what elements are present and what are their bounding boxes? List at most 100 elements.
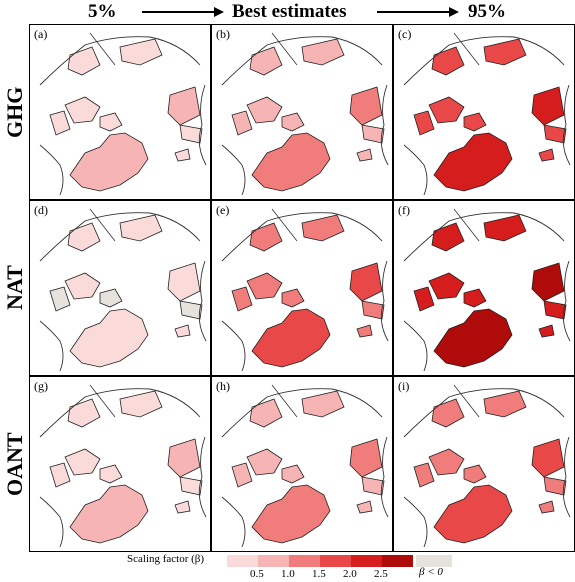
iceland-region	[356, 500, 373, 514]
coastline-1	[380, 84, 389, 166]
date-line	[453, 32, 480, 66]
coastline-2	[403, 496, 428, 548]
arctic-map	[403, 32, 571, 196]
greenland-region	[69, 308, 149, 368]
arctic-map	[39, 384, 207, 548]
coastline-2	[221, 496, 246, 548]
panel-label-i: (i)	[398, 379, 410, 393]
panel-label-b: (b)	[216, 27, 230, 41]
header-best-estimates: Best estimates	[232, 1, 347, 22]
coastline-1	[380, 436, 389, 518]
coastline-2	[221, 144, 246, 196]
siberia-region	[301, 390, 345, 418]
archipelago-region	[246, 272, 283, 300]
archipelago-region	[428, 448, 465, 476]
siberia-region	[119, 38, 163, 66]
map-panel-a: (a)	[29, 24, 211, 200]
coastline-2	[39, 144, 64, 196]
greenland-region	[251, 132, 331, 192]
coastline-0	[221, 36, 383, 86]
panel-label-h: (h)	[216, 379, 230, 393]
panel-label-c: (c)	[398, 27, 412, 41]
archipelago-region	[64, 96, 101, 124]
date-line	[453, 384, 480, 418]
archipelago-island	[281, 288, 305, 308]
coastline-1	[198, 436, 207, 518]
archipelago-island	[99, 112, 123, 132]
legend-title: Scaling factor (β)	[127, 553, 205, 565]
iceland-region	[174, 500, 191, 514]
siberia-region	[301, 38, 345, 66]
map-panel-h: (h)	[211, 376, 393, 552]
arctic-map	[221, 32, 389, 196]
archipelago-region	[64, 448, 101, 476]
coastline-0	[39, 36, 201, 86]
legend-tick-label: 2.5	[374, 568, 388, 580]
archipelago-island-west	[49, 286, 71, 312]
archipelago-island-west	[231, 286, 253, 312]
panel-label-d: (d)	[34, 203, 48, 217]
archipelago-island-west	[413, 110, 435, 136]
europe-region	[179, 300, 203, 320]
alaska-region	[431, 398, 465, 428]
legend-tick-label: 1.5	[312, 568, 326, 580]
greenland-region	[251, 484, 331, 544]
archipelago-island	[463, 288, 487, 308]
archipelago-island	[281, 464, 305, 484]
scandinavia-region	[349, 438, 383, 478]
greenland-region	[69, 484, 149, 544]
europe-region	[361, 476, 385, 496]
archipelago-island	[281, 112, 305, 132]
archipelago-region	[246, 448, 283, 476]
europe-region	[361, 124, 385, 144]
header-5-percent: 5%	[88, 1, 117, 22]
greenland-region	[69, 132, 149, 192]
coastline-0	[403, 212, 565, 262]
row-label-nat: NAT	[2, 265, 27, 311]
coastline-0	[221, 212, 383, 262]
map-panel-b: (b)	[211, 24, 393, 200]
archipelago-island	[463, 112, 487, 132]
archipelago-island-west	[231, 110, 253, 136]
europe-region	[543, 124, 567, 144]
europe-region	[179, 124, 203, 144]
coastline-2	[403, 144, 428, 196]
iceland-region	[356, 324, 373, 338]
archipelago-island-west	[413, 286, 435, 312]
alaska-region	[249, 222, 283, 252]
coastline-2	[39, 320, 64, 372]
europe-region	[543, 300, 567, 320]
europe-region	[179, 476, 203, 496]
coastline-2	[221, 320, 246, 372]
legend-swatch-3	[320, 555, 351, 567]
iceland-region	[174, 148, 191, 162]
panel-label-a: (a)	[34, 27, 48, 41]
iceland-region	[538, 148, 555, 162]
coastline-1	[198, 260, 207, 342]
greenland-region	[433, 132, 513, 192]
alaska-region	[67, 222, 101, 252]
iceland-region	[538, 500, 555, 514]
alaska-region	[67, 46, 101, 76]
panel-label-e: (e)	[216, 203, 230, 217]
archipelago-region	[246, 96, 283, 124]
siberia-region	[483, 214, 527, 242]
archipelago-island	[99, 464, 123, 484]
archipelago-region	[64, 272, 101, 300]
date-line	[89, 32, 116, 66]
scandinavia-region	[349, 262, 383, 302]
greenland-region	[433, 484, 513, 544]
legend-swatch-1	[258, 555, 289, 567]
scandinavia-region	[531, 86, 565, 126]
coastline-2	[403, 320, 428, 372]
legend-tick-label: 2.0	[343, 568, 357, 580]
panel-label-g: (g)	[34, 379, 48, 393]
arrow-right	[377, 7, 459, 17]
siberia-region	[483, 390, 527, 418]
coastline-0	[403, 36, 565, 86]
legend-negative-label: β < 0	[419, 566, 443, 578]
panel-label-f: (f)	[398, 203, 410, 217]
coastline-0	[221, 388, 383, 438]
arctic-map	[221, 208, 389, 372]
date-line	[271, 208, 298, 242]
